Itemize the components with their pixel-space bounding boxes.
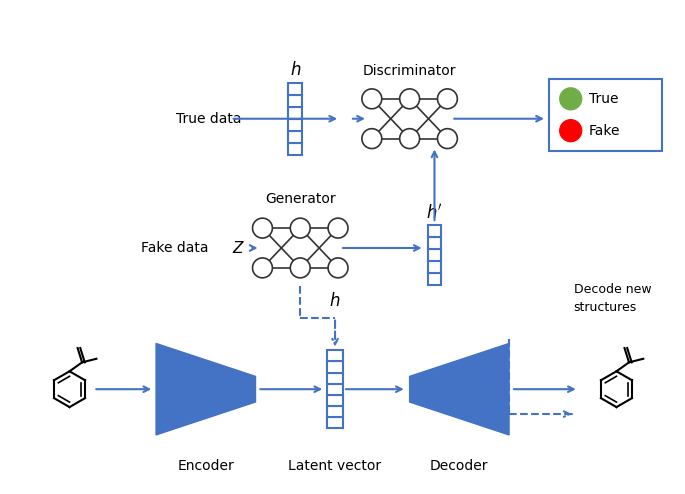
Circle shape bbox=[438, 128, 458, 149]
Text: True: True bbox=[588, 92, 618, 106]
FancyBboxPatch shape bbox=[549, 79, 662, 151]
Circle shape bbox=[328, 218, 348, 238]
Bar bbox=[327, 350, 343, 362]
Circle shape bbox=[399, 128, 420, 149]
Text: $h'$: $h'$ bbox=[426, 203, 443, 222]
Text: structures: structures bbox=[574, 301, 637, 314]
Text: Latent vector: Latent vector bbox=[288, 459, 382, 473]
Text: $h$: $h$ bbox=[290, 61, 301, 79]
Bar bbox=[327, 384, 343, 395]
Text: Encoder: Encoder bbox=[177, 459, 234, 473]
Bar bbox=[288, 143, 302, 155]
Bar bbox=[327, 406, 343, 417]
Text: Decode new: Decode new bbox=[574, 283, 651, 296]
Bar bbox=[427, 273, 441, 285]
Text: Fake: Fake bbox=[588, 124, 620, 138]
Bar bbox=[327, 395, 343, 406]
Bar bbox=[327, 362, 343, 372]
Text: Generator: Generator bbox=[265, 192, 336, 206]
Circle shape bbox=[399, 89, 420, 109]
Bar bbox=[427, 225, 441, 237]
Bar bbox=[327, 372, 343, 384]
Text: $h$: $h$ bbox=[329, 291, 340, 310]
Bar bbox=[288, 119, 302, 130]
Text: Fake data: Fake data bbox=[141, 241, 209, 255]
Bar bbox=[327, 417, 343, 428]
Circle shape bbox=[362, 89, 382, 109]
Circle shape bbox=[290, 258, 310, 278]
Polygon shape bbox=[156, 343, 256, 435]
Polygon shape bbox=[410, 343, 509, 435]
Circle shape bbox=[560, 88, 582, 110]
Bar bbox=[427, 237, 441, 249]
Circle shape bbox=[328, 258, 348, 278]
Bar bbox=[288, 95, 302, 107]
Bar bbox=[288, 107, 302, 119]
Bar bbox=[427, 261, 441, 273]
Bar bbox=[288, 83, 302, 95]
Circle shape bbox=[438, 89, 458, 109]
Circle shape bbox=[253, 218, 273, 238]
Bar bbox=[427, 249, 441, 261]
Text: True data: True data bbox=[176, 112, 241, 126]
Circle shape bbox=[560, 120, 582, 142]
Circle shape bbox=[290, 218, 310, 238]
Circle shape bbox=[362, 128, 382, 149]
Text: Discriminator: Discriminator bbox=[363, 64, 456, 78]
Text: Decoder: Decoder bbox=[430, 459, 488, 473]
Text: $Z$: $Z$ bbox=[232, 240, 245, 256]
Circle shape bbox=[253, 258, 273, 278]
Bar bbox=[288, 130, 302, 143]
